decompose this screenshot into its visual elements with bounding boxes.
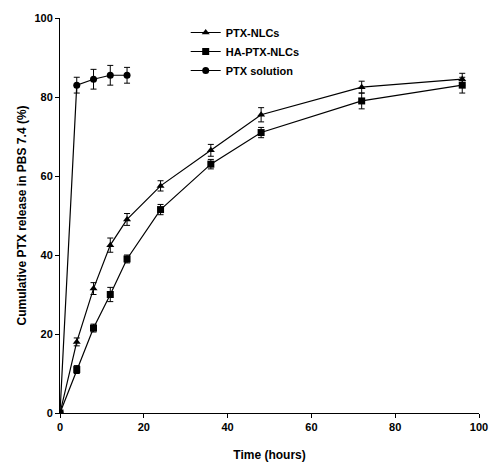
svg-text:PTX solution: PTX solution (226, 65, 294, 77)
svg-text:40: 40 (41, 249, 53, 261)
svg-text:60: 60 (41, 170, 53, 182)
svg-text:HA-PTX-NLCs: HA-PTX-NLCs (226, 46, 299, 58)
svg-text:Time (hours): Time (hours) (233, 448, 305, 462)
svg-text:0: 0 (57, 421, 63, 433)
svg-text:PTX-NLCs: PTX-NLCs (226, 27, 280, 39)
svg-text:Cumulative PTX release in PBS: Cumulative PTX release in PBS 7.4 (%) (15, 105, 29, 325)
svg-text:80: 80 (389, 421, 401, 433)
svg-text:80: 80 (41, 91, 53, 103)
svg-text:0: 0 (47, 407, 53, 419)
svg-text:60: 60 (305, 421, 317, 433)
svg-text:100: 100 (34, 12, 52, 24)
svg-text:20: 20 (138, 421, 150, 433)
svg-text:100: 100 (470, 421, 488, 433)
svg-text:40: 40 (221, 421, 233, 433)
svg-text:20: 20 (41, 328, 53, 340)
